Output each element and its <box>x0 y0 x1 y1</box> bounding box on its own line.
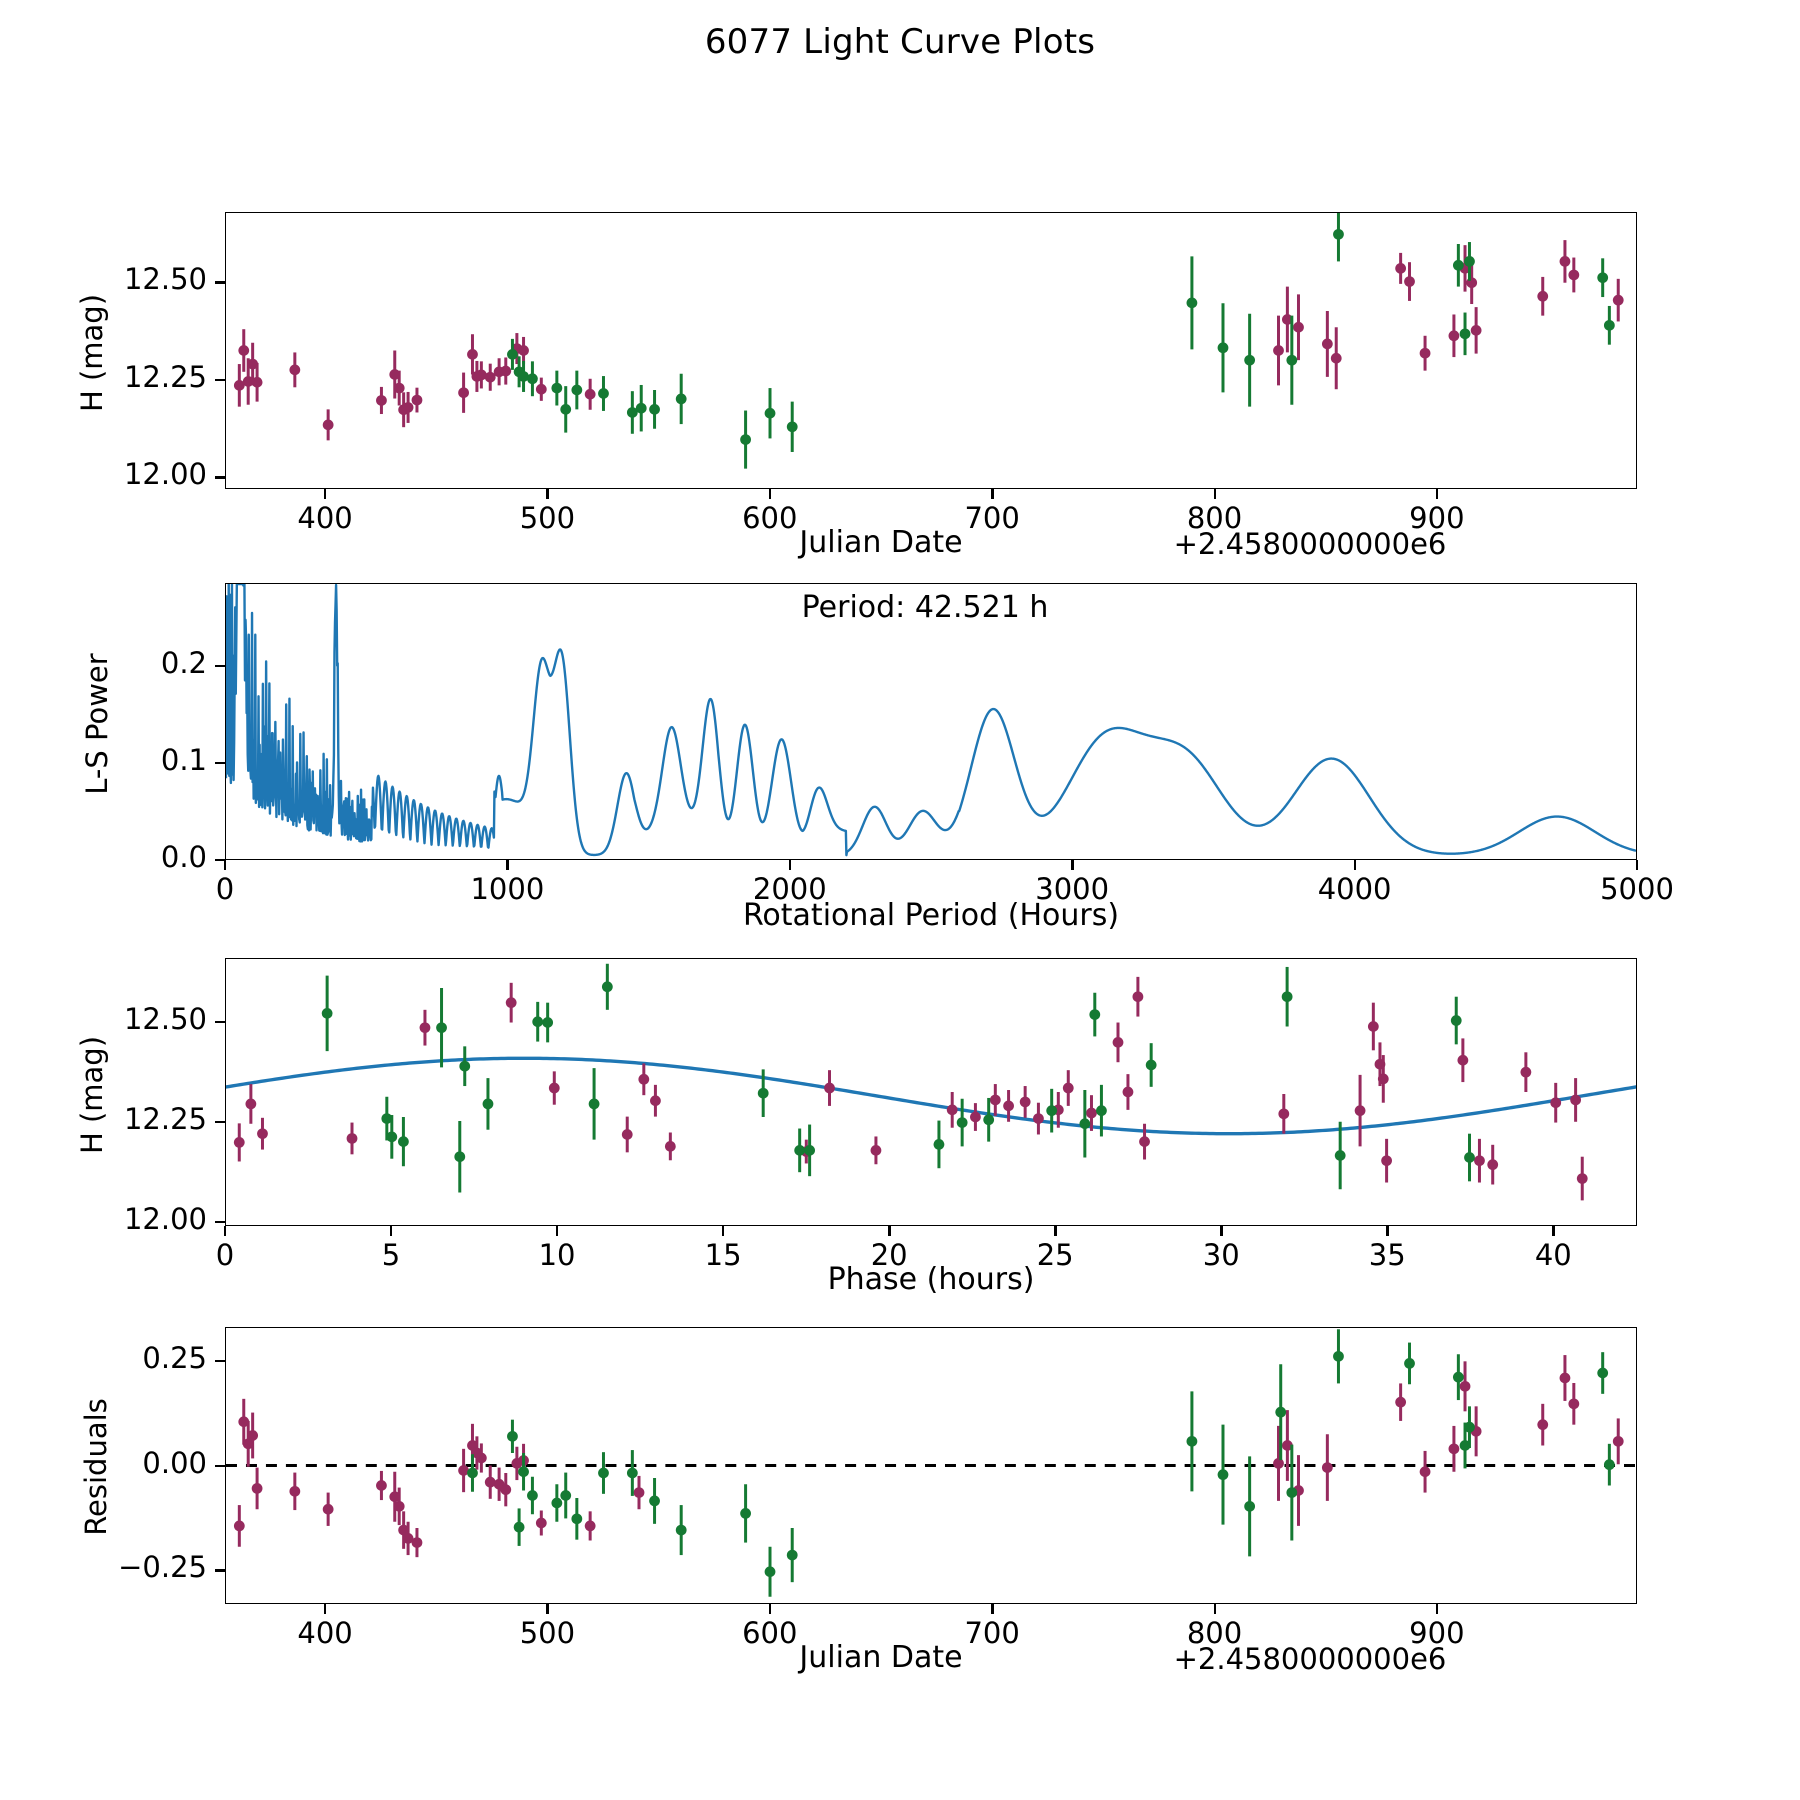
y-tick-label: 0.1 <box>160 742 207 777</box>
x-tick-mark <box>1213 1604 1216 1614</box>
x-tick-mark <box>224 1226 227 1236</box>
x-tick-label: 2000 <box>752 872 827 906</box>
y-tick-mark <box>215 281 225 284</box>
y-tick-mark <box>215 761 225 765</box>
x-tick-label: 400 <box>297 501 353 535</box>
periodogram-x-label: Rotational Period (Hours) <box>742 898 1120 933</box>
x-tick-label: 35 <box>1368 1238 1406 1272</box>
phase-folded-panel <box>225 958 1637 1226</box>
x-tick-mark <box>1435 1604 1439 1614</box>
phase-folded-plot-area <box>226 963 1636 1201</box>
x-tick-mark <box>324 1604 327 1614</box>
x-tick-mark <box>546 1604 549 1614</box>
x-tick-label: 400 <box>297 1616 353 1650</box>
x-tick-mark <box>1435 489 1439 499</box>
x-tick-mark <box>1054 1226 1057 1236</box>
y-tick-mark <box>215 1221 225 1224</box>
x-tick-label: 40 <box>1534 1238 1572 1272</box>
x-tick-mark <box>1213 489 1216 499</box>
x-tick-mark <box>991 489 994 499</box>
y-tick-label: 0.0 <box>160 840 207 874</box>
residuals-x-label: Julian Date <box>799 1640 963 1675</box>
y-tick-mark <box>215 476 225 479</box>
x-tick-label: 25 <box>1036 1238 1074 1272</box>
y-tick-label: 0.2 <box>160 645 207 680</box>
y-tick-label: 12.25 <box>123 359 207 394</box>
y-tick-label: 12.00 <box>123 1202 207 1236</box>
x-tick-mark <box>788 860 792 870</box>
light-curve-panel <box>225 212 1637 489</box>
y-tick-mark <box>215 1121 225 1124</box>
x-tick-mark <box>768 1604 772 1614</box>
light-curve-plot-area <box>233 213 1624 469</box>
x-tick-mark <box>768 489 772 499</box>
y-tick-mark <box>215 1021 225 1024</box>
y-tick-label: 0.25 <box>142 1340 207 1375</box>
x-tick-label: 15 <box>704 1238 742 1272</box>
x-tick-label: 20 <box>870 1238 908 1272</box>
phase-folded-x-label: Phase (hours) <box>827 1262 1035 1297</box>
x-tick-label: 5000 <box>1600 872 1674 906</box>
x-tick-label: 500 <box>519 501 576 535</box>
x-tick-label: 800 <box>1186 1616 1243 1650</box>
residuals-plot-area <box>226 1329 1636 1597</box>
y-tick-mark <box>215 1569 225 1572</box>
y-tick-mark <box>215 664 225 667</box>
x-tick-label: 600 <box>742 501 798 535</box>
x-tick-label: 0 <box>215 872 235 906</box>
x-tick-label: 1000 <box>470 872 545 906</box>
x-tick-mark <box>722 1226 725 1236</box>
x-tick-label: 30 <box>1202 1238 1240 1272</box>
figure-title: 6077 Light Curve Plots <box>704 22 1096 62</box>
x-tick-label: 10 <box>538 1238 576 1272</box>
y-tick-mark <box>215 1464 225 1467</box>
periodogram-plot-area <box>226 584 1636 857</box>
x-tick-label: 4000 <box>1317 872 1392 906</box>
x-tick-mark <box>556 1226 559 1236</box>
y-tick-label: 12.50 <box>123 1002 207 1036</box>
x-tick-mark <box>1386 1226 1389 1236</box>
y-tick-mark <box>215 1359 225 1362</box>
residuals-x-offset: +2.4580000000e6 <box>1173 1642 1447 1676</box>
x-tick-mark <box>1552 1226 1555 1236</box>
x-tick-label: 900 <box>1409 1616 1465 1650</box>
x-tick-mark <box>324 489 327 499</box>
y-tick-label: −0.25 <box>118 1550 207 1585</box>
x-tick-label: 900 <box>1409 501 1465 535</box>
light-curve-x-label: Julian Date <box>799 525 963 560</box>
x-tick-mark <box>390 1226 393 1236</box>
x-tick-label: 5 <box>381 1238 401 1272</box>
period-annotation: Period: 42.521 h <box>801 590 1049 625</box>
periodogram-panel <box>225 583 1637 860</box>
residuals-panel <box>225 1327 1637 1604</box>
x-tick-mark <box>1071 860 1074 870</box>
x-tick-mark <box>888 1226 891 1236</box>
x-tick-label: 700 <box>964 501 1020 535</box>
x-tick-mark <box>1353 860 1356 870</box>
x-tick-mark <box>1636 860 1639 870</box>
x-tick-label: 0 <box>215 1238 235 1272</box>
x-tick-label: 700 <box>964 1616 1020 1650</box>
y-tick-label: 12.25 <box>123 1102 207 1136</box>
y-tick-mark <box>215 378 225 382</box>
x-tick-label: 3000 <box>1035 872 1110 906</box>
x-tick-mark <box>546 489 549 499</box>
x-tick-label: 600 <box>742 1616 798 1650</box>
y-tick-label: 12.50 <box>123 262 207 297</box>
y-tick-label: 12.00 <box>123 457 207 492</box>
x-tick-mark <box>224 860 227 870</box>
x-tick-label: 500 <box>519 1616 576 1650</box>
x-tick-mark <box>991 1604 994 1614</box>
light-curve-x-offset: +2.4580000000e6 <box>1173 527 1447 561</box>
x-tick-mark <box>1220 1226 1223 1236</box>
x-tick-label: 800 <box>1186 501 1243 535</box>
y-tick-label: 0.00 <box>142 1445 207 1480</box>
x-tick-mark <box>506 860 509 870</box>
y-tick-mark <box>215 859 225 862</box>
